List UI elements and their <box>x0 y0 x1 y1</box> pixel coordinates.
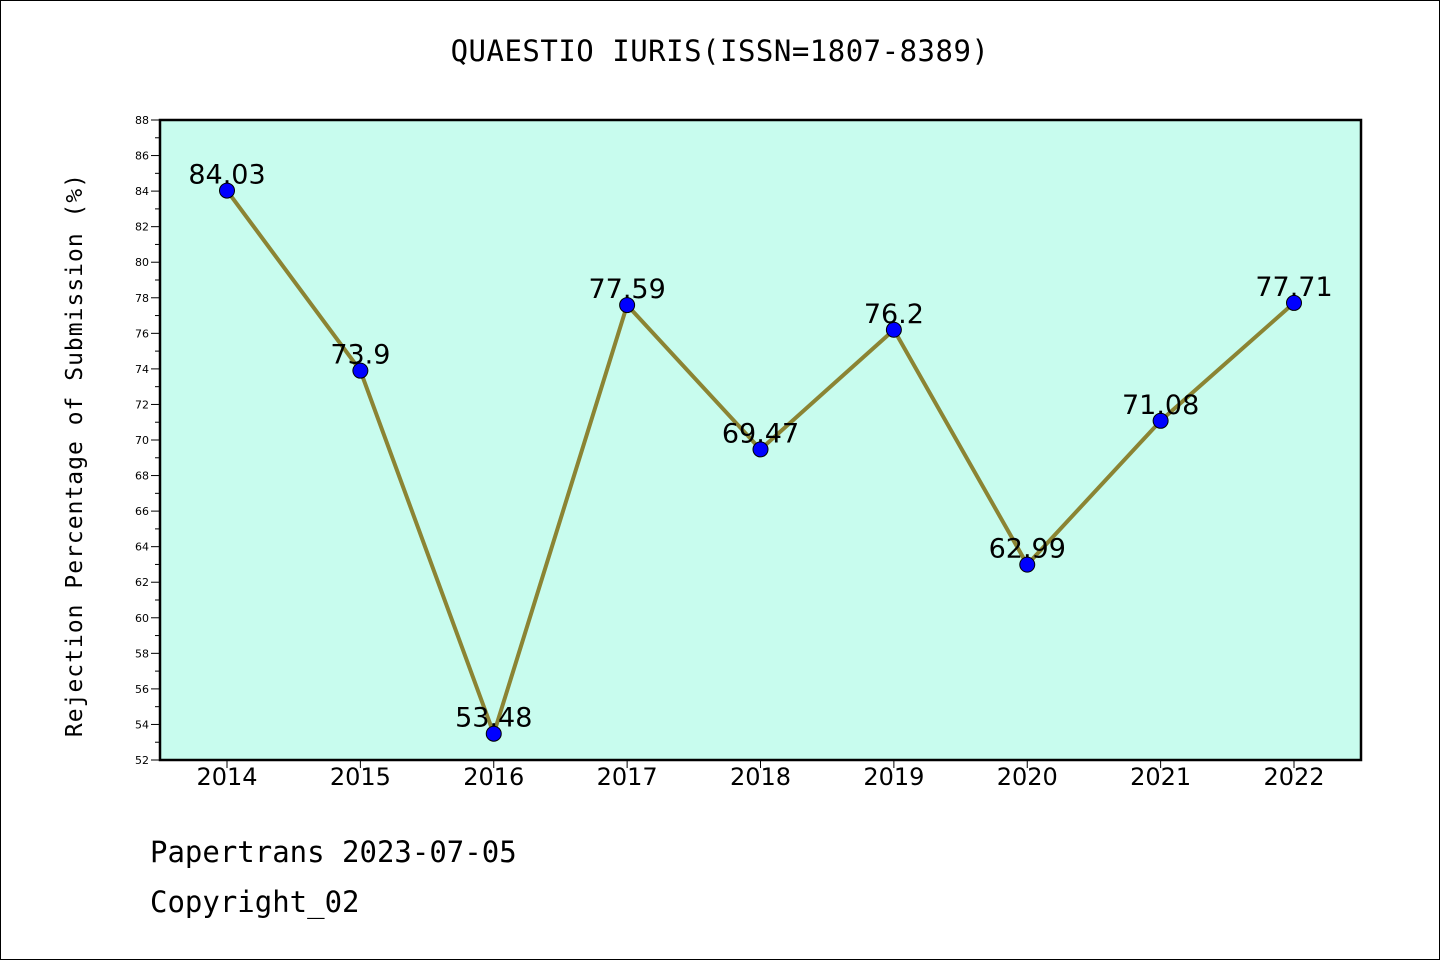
y-tick-label: 78 <box>135 292 149 305</box>
y-tick-label: 70 <box>135 434 149 447</box>
x-tick-label: 2022 <box>1263 763 1324 791</box>
data-label: 53.48 <box>455 703 532 734</box>
y-tick-label: 58 <box>135 647 149 660</box>
data-label: 77.59 <box>588 274 665 305</box>
y-tick-label: 86 <box>135 150 149 163</box>
data-point <box>1286 294 1302 311</box>
footer-date: Papertrans 2023-07-05 <box>150 835 517 869</box>
data-point <box>619 297 636 314</box>
y-tick-label: 76 <box>135 327 149 340</box>
data-label: 69.47 <box>722 418 799 449</box>
x-axis-ticks: 2014 2015 2016 2017 2018 2019 2020 2021 2022 <box>196 760 1325 791</box>
data-point <box>885 321 902 338</box>
data-point <box>1152 412 1169 429</box>
y-tick-label: 52 <box>135 754 149 767</box>
y-tick-label: 68 <box>135 470 149 483</box>
x-tick-label: 2019 <box>863 763 924 791</box>
data-point <box>352 362 369 379</box>
data-label: 76.2 <box>864 299 924 330</box>
y-tick-label: 80 <box>135 256 149 269</box>
y-tick-label: 84 <box>135 185 149 198</box>
y-tick-label: 82 <box>135 221 149 234</box>
data-label: 77.71 <box>1255 272 1332 303</box>
footer-copyright: Copyright_02 <box>150 885 360 919</box>
x-tick-label: 2015 <box>330 763 391 791</box>
y-tick-label: 88 <box>135 114 149 127</box>
data-point <box>485 725 502 742</box>
data-labels: 84.03 73.9 53.48 77.59 69.47 76.2 62.99 71.08 77… <box>188 160 1332 734</box>
series-markers <box>219 182 1302 742</box>
data-label: 84.03 <box>188 160 265 191</box>
data-point <box>219 182 235 199</box>
y-tick-label: 56 <box>135 683 149 696</box>
y-tick-label: 72 <box>135 398 149 411</box>
y-tick-label: 66 <box>135 505 149 518</box>
x-tick-label: 2018 <box>730 763 791 791</box>
y-axis-ticks: 52 54 56 58 60 62 64 66 68 70 72 74 76 78 80 82 84 86 88 <box>135 114 160 767</box>
x-tick-label: 2017 <box>597 763 658 791</box>
data-point <box>752 441 769 458</box>
x-tick-label: 2014 <box>196 763 257 791</box>
data-label: 71.08 <box>1122 390 1199 421</box>
data-point <box>1019 556 1036 573</box>
data-label: 73.9 <box>330 340 390 371</box>
y-tick-label: 54 <box>135 718 149 731</box>
y-tick-label: 60 <box>135 612 149 625</box>
x-tick-label: 2020 <box>997 763 1058 791</box>
x-tick-label: 2021 <box>1130 763 1191 791</box>
x-tick-label: 2016 <box>463 763 524 791</box>
y-tick-label: 62 <box>135 576 149 589</box>
chart-title: QUAESTIO IURIS(ISSN=1807-8389) <box>450 34 990 68</box>
y-tick-label: 74 <box>135 363 149 376</box>
plot-area <box>158 118 1363 762</box>
data-label: 62.99 <box>989 534 1066 565</box>
y-tick-label: 64 <box>135 541 149 554</box>
